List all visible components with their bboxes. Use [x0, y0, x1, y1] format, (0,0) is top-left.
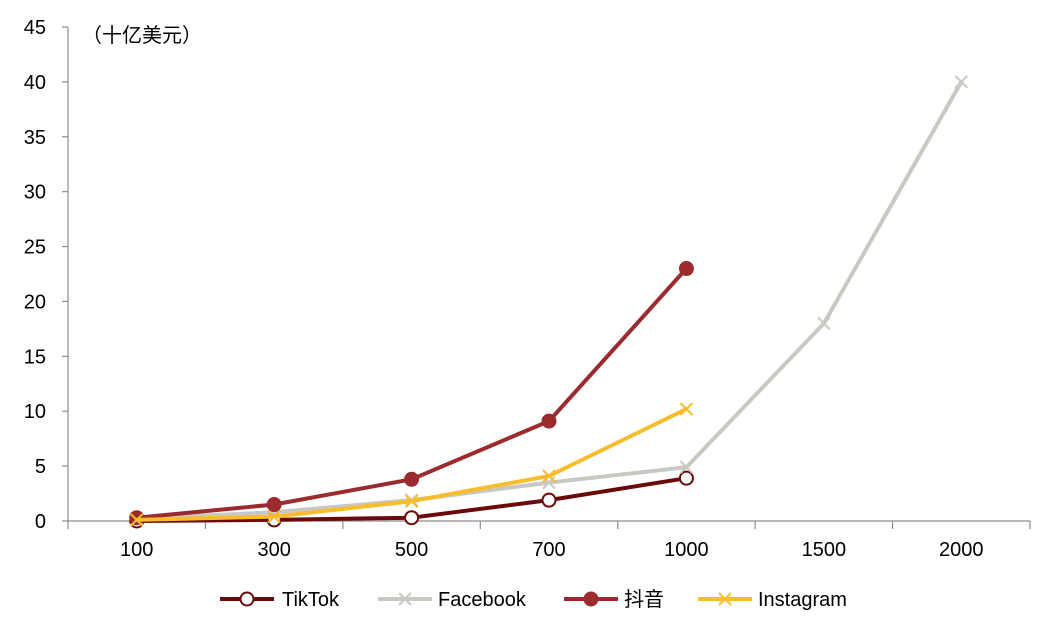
data-point	[542, 469, 556, 483]
series-facebook	[130, 75, 968, 526]
data-point	[129, 510, 145, 526]
y-tick-label: 40	[24, 72, 46, 94]
legend-marker	[398, 592, 412, 606]
legend-marker	[583, 591, 599, 607]
x-tick-label: 300	[257, 539, 290, 561]
legend-label: Facebook	[438, 589, 527, 611]
x-tick-label: 500	[395, 539, 428, 561]
data-point	[678, 470, 694, 486]
x-tick-label: 1500	[802, 539, 847, 561]
data-point	[130, 513, 144, 527]
chart-axes: 0 5 10 15 20 25 30 35 40 45 100 300 500 700 1000 1500 20…	[24, 17, 1031, 561]
unit-label: （十亿美元）	[82, 23, 202, 47]
chart-legend: TikTok Facebook 抖音 Instagram	[220, 588, 847, 611]
series-line	[134, 79, 964, 521]
series-line	[134, 407, 689, 522]
data-point	[404, 494, 419, 508]
legend-item: 抖音	[564, 588, 664, 611]
y-tick-label: 10	[24, 401, 46, 423]
data-point	[404, 471, 420, 487]
y-tick-label: 15	[24, 346, 46, 368]
legend-marker	[718, 592, 732, 606]
data-point	[678, 261, 694, 277]
y-tick-label: 45	[24, 17, 46, 39]
data-point	[817, 316, 831, 331]
y-tick-label: 20	[24, 291, 46, 313]
series-douyin	[129, 261, 694, 526]
y-tick-label: 5	[35, 456, 46, 478]
data-point	[679, 460, 694, 474]
x-tick-label: 1000	[664, 539, 709, 561]
x-tick-label: 100	[120, 539, 153, 561]
y-tick-label: 0	[35, 511, 46, 533]
data-point	[679, 402, 694, 416]
y-tick-label: 25	[24, 237, 46, 259]
series-layer	[129, 75, 968, 529]
data-point	[541, 413, 557, 429]
legend-item: Facebook	[378, 589, 527, 611]
data-point	[266, 497, 282, 513]
legend-item: Instagram	[698, 589, 847, 611]
y-tick-label: 30	[24, 182, 46, 204]
y-tick-label: 35	[24, 127, 46, 149]
legend-item: TikTok	[220, 589, 340, 611]
legend-label: Instagram	[758, 589, 847, 611]
data-point	[404, 510, 420, 526]
data-point	[541, 492, 557, 508]
legend-marker	[239, 591, 255, 607]
x-tick-label: 700	[532, 539, 565, 561]
x-tick-label: 2000	[939, 539, 984, 561]
data-point	[267, 509, 281, 524]
legend-label: 抖音	[624, 588, 664, 611]
legend-label: TikTok	[282, 589, 340, 611]
data-point	[954, 75, 968, 89]
series-instagram	[130, 402, 694, 527]
